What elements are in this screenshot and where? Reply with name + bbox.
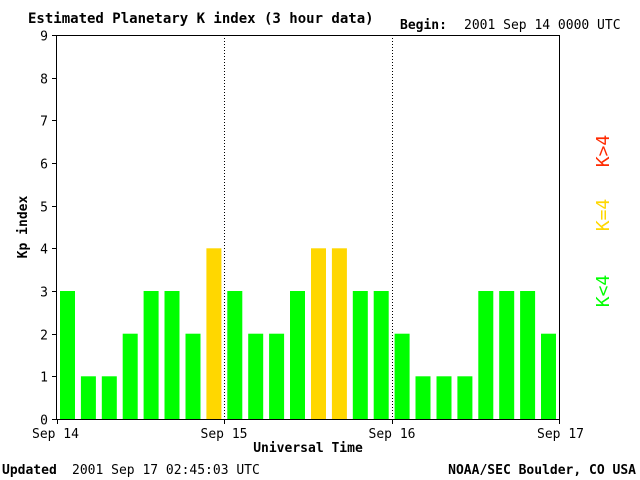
legend-equal: K=4: [593, 199, 614, 232]
y-tick-label: 8: [40, 73, 48, 88]
y-tick-label: 9: [40, 30, 48, 45]
kp-bar: [331, 248, 347, 419]
kp-bar: [101, 376, 117, 419]
y-tick-label: 1: [40, 371, 48, 386]
begin-value: 2001 Sep 14 0000 UTC: [464, 18, 621, 33]
chart-title: Estimated Planetary K index (3 hour data…: [28, 11, 374, 27]
kp-bar: [122, 333, 138, 419]
y-axis-label: Kp index: [16, 196, 31, 259]
x-tick-label: Sep 16: [369, 427, 416, 442]
kp-bar: [227, 291, 243, 419]
kp-bar: [352, 291, 368, 419]
plot-frame: [56, 35, 560, 420]
y-tick-label: 6: [40, 158, 48, 173]
y-tick-label: 7: [40, 115, 48, 130]
legend-high: K>4: [593, 135, 614, 168]
begin-label: Begin:: [400, 18, 447, 33]
kp-bar: [269, 333, 285, 419]
kp-bar: [541, 333, 556, 419]
kp-bar: [520, 291, 536, 419]
kp-bar: [415, 376, 431, 419]
kp-bar: [394, 333, 410, 419]
kp-bar: [206, 248, 222, 419]
kp-bar: [499, 291, 515, 419]
y-axis: 0 1 2 3 4 5 6 7 8 9: [40, 30, 57, 429]
kp-bar: [248, 333, 264, 419]
kp-bar: [143, 291, 159, 419]
x-axis: Sep 14 Sep 15 Sep 16 Sep 17: [32, 419, 584, 442]
bars-group: [60, 248, 556, 419]
kp-bar: [60, 291, 75, 419]
y-tick-label: 3: [40, 286, 48, 301]
kp-bar: [80, 376, 96, 419]
y-tick-label: 4: [40, 243, 48, 258]
updated-value: 2001 Sep 17 02:45:03 UTC: [72, 463, 260, 478]
kp-bar: [478, 291, 494, 419]
legend-low: K<4: [593, 275, 614, 308]
kp-bar: [436, 376, 452, 419]
y-tick-label: 0: [40, 414, 48, 429]
x-tick-label: Sep 15: [201, 427, 248, 442]
updated-label: Updated: [2, 463, 57, 478]
kp-bar: [185, 333, 201, 419]
kp-bar: [373, 291, 389, 419]
y-tick-label: 2: [40, 329, 48, 344]
y-tick-label: 5: [40, 201, 48, 216]
day-separators: [224, 35, 393, 419]
source-credit: NOAA/SEC Boulder, CO USA: [448, 463, 636, 478]
kp-bar: [457, 376, 473, 419]
x-tick-label: Sep 14: [32, 427, 79, 442]
kp-bar: [164, 291, 180, 419]
x-tick-label: Sep 17: [537, 427, 584, 442]
kp-bar: [290, 291, 305, 419]
x-axis-label: Universal Time: [253, 441, 363, 456]
kp-bar: [311, 248, 326, 419]
